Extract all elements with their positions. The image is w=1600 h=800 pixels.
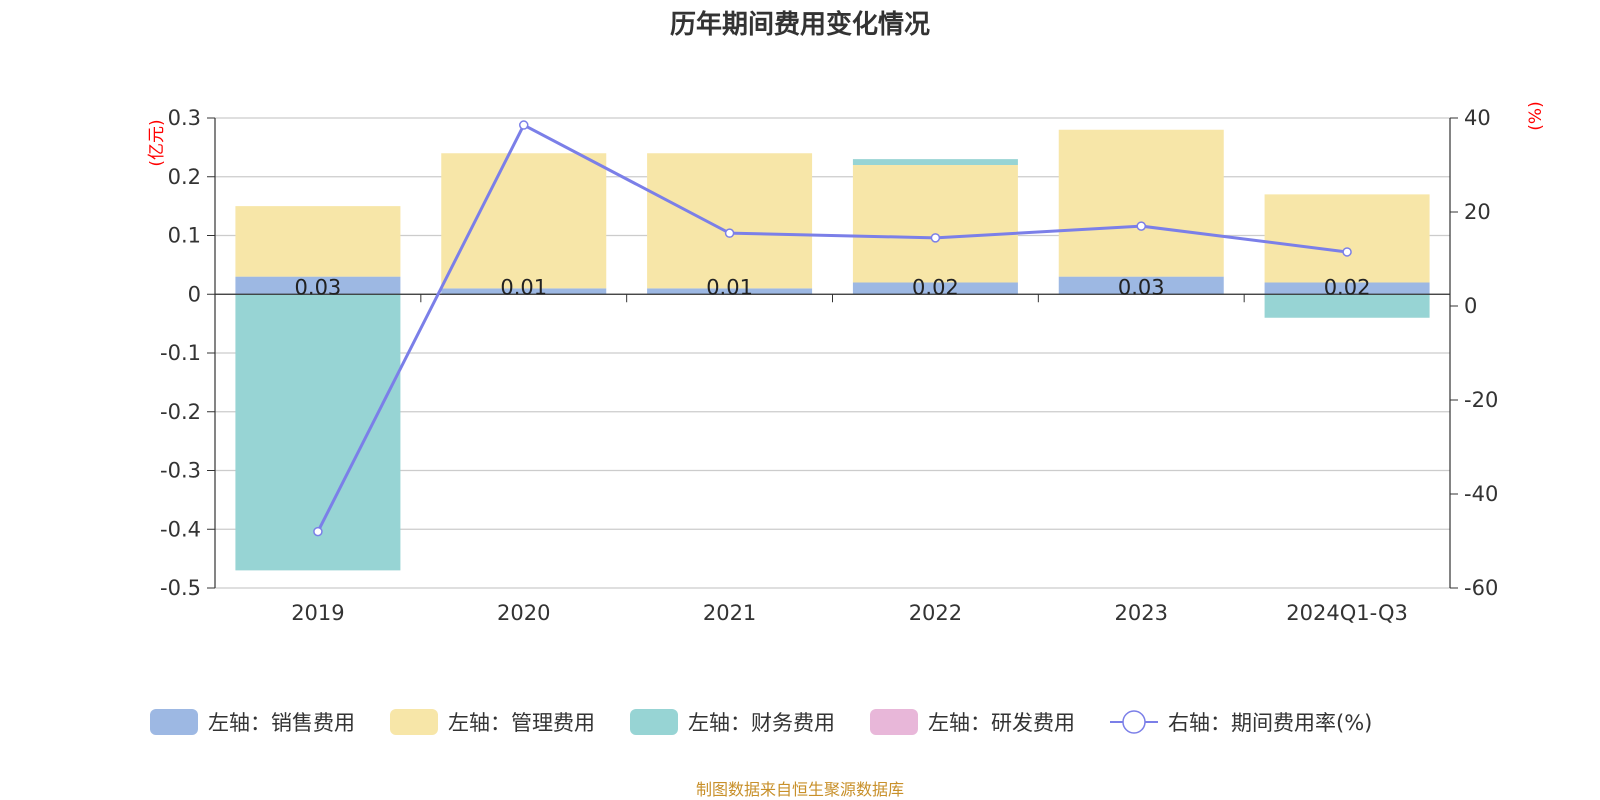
left-tick-label: 0.1 [168,224,201,248]
category-label: 2023 [1115,601,1168,625]
chart-title: 历年期间费用变化情况 [670,9,930,40]
category-label: 2022 [909,601,962,625]
left-tick-label: -0.4 [160,517,201,541]
right-tick-label: -60 [1464,576,1498,600]
bar-segment [235,294,401,571]
legend-item[interactable]: 右轴：期间费用率(%) [1110,710,1372,735]
axes: 0.3 0.2 0.1 0 -0.1 -0.2 -0.3 -0.4 -0.5 40 20 0 -20 -4… [147,101,1546,625]
left-tick-label: 0.2 [168,165,201,189]
bar-segment [1264,282,1430,295]
right-tick-label: 20 [1464,200,1491,224]
right-axis-unit: (%) [1526,101,1546,130]
legend-swatch [390,709,438,735]
legend-swatch [630,709,678,735]
bar-segment [647,288,813,295]
rate-point [1342,247,1352,257]
bar-segment [235,276,401,295]
right-tick-label: -40 [1464,482,1498,506]
data-label: 0.01 [500,275,547,299]
bar-segment [852,165,1018,283]
category-label: 2019 [291,601,344,625]
rate-line-path [316,123,1348,533]
data-label: 0.03 [295,275,342,299]
category-label: 2024Q1-Q3 [1286,601,1408,625]
right-tick-label: 40 [1464,106,1491,130]
data-label: 0.02 [912,275,959,299]
legend-item[interactable]: 左轴：财务费用 [630,709,835,735]
expense-rate-line [313,120,1352,537]
bar-segment [1058,129,1224,277]
legend-marker [1122,710,1146,734]
right-tick-label: -20 [1464,388,1498,412]
bars [235,129,1430,571]
bar-segment [441,153,607,289]
data-label: 0.02 [1324,275,1371,299]
bar-segment [1264,294,1430,318]
bar-segment [852,159,1018,165]
data-label: 0.03 [1118,275,1165,299]
left-tick-label: -0.1 [160,341,201,365]
legend-label: 左轴：销售费用 [208,711,355,735]
data-labels: 0.03 0.01 0.01 0.02 0.03 0.02 [295,275,1371,299]
legend-label: 右轴：期间费用率(%) [1168,711,1372,735]
data-label: 0.01 [706,275,753,299]
legend-swatch [870,709,918,735]
legend-item[interactable]: 左轴：研发费用 [870,709,1075,735]
bar-segment [235,206,401,277]
category-label: 2020 [497,601,550,625]
rate-point [519,120,529,130]
left-tick-label: -0.3 [160,459,201,483]
category-label: 2021 [703,601,756,625]
rate-point [313,526,323,537]
left-tick-label: -0.5 [160,576,201,600]
bar-segment [852,282,1018,295]
legend-item[interactable]: 左轴：管理费用 [390,709,595,735]
bar-segment [441,288,607,295]
rate-point [930,233,941,243]
bar-segment [647,153,813,289]
legend-label: 左轴：研发费用 [928,711,1075,735]
legend-label: 左轴：管理费用 [448,711,595,735]
left-tick-label: 0.3 [168,106,201,130]
bar-segment [1264,194,1430,283]
rate-point [724,228,735,238]
rate-point [1136,221,1146,231]
left-axis-unit: (亿元) [147,119,167,166]
source-note: 制图数据来自恒生聚源数据库 [696,780,904,799]
legend-label: 左轴：财务费用 [688,711,835,735]
left-tick-label: -0.2 [160,400,201,424]
right-tick-label: 0 [1464,294,1477,318]
legend[interactable]: 左轴：销售费用 左轴：管理费用 左轴：财务费用 左轴：研发费用 右轴：期间费用率(%) [150,709,1372,735]
bar-segment [1058,276,1224,295]
left-tick-label: 0 [188,282,201,306]
legend-swatch [150,709,198,735]
legend-item[interactable]: 左轴：销售费用 [150,709,355,735]
